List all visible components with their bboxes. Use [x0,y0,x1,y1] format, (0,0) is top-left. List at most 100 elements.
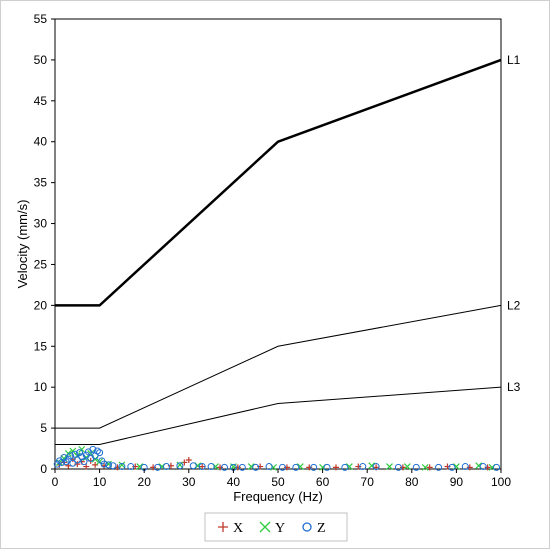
series-x-point [150,464,157,471]
y-tick-label: 5 [40,421,47,435]
series-x-point [283,464,290,471]
x-tick-label: 100 [491,475,511,489]
series-x-point [399,464,406,471]
legend-marker-z [302,522,312,532]
x-tick-label: 30 [182,475,196,489]
series-z-point [323,463,331,471]
limit-line-l1 [55,58,502,307]
scatter-layer [53,445,501,471]
x-tick-label: 10 [93,475,107,489]
series-x-point [217,464,224,471]
legend: X Y Z [218,521,326,536]
series-z-point [176,462,184,470]
series-x-point [426,464,433,471]
legend-marker-y [259,521,271,533]
series-y-point [118,461,126,469]
series-z-points [53,445,501,471]
series-z-point [71,450,79,458]
series-y-point [78,445,86,453]
y-tick-label: 50 [34,53,48,67]
x-tick-label: 40 [227,475,241,489]
series-z-point [189,462,197,470]
series-z-point [80,458,88,466]
y-tick-label: 0 [40,462,47,476]
series-z-point [372,463,380,471]
legend-box [204,512,348,542]
y-axis-label: Velocity (mm/s) [15,200,30,289]
series-z-point [448,463,456,471]
series-x-point [332,464,339,471]
series-z-point [109,462,117,470]
series-z-point [100,460,108,468]
series-z-point [220,463,228,471]
x-axis-label: Frequency (Hz) [233,489,323,504]
series-z-point [461,463,469,471]
series-z-point [310,463,318,471]
series-z-point [127,463,135,471]
y-tick-label: 35 [34,176,48,190]
series-z-point [493,463,501,471]
series-z-point [238,463,246,471]
x-tick-label: 90 [450,475,464,489]
series-y-point [403,463,411,470]
series-z-point [435,463,443,471]
limit-line-label-l1: L1 [507,53,521,67]
y-tick-label: 40 [34,135,48,149]
x-tick-label: 50 [271,475,285,489]
series-x-point [234,464,241,471]
series-z-point [479,463,487,471]
series-z-point [89,445,97,453]
tick-layer: 0 10 20 30 40 50 60 70 80 90 100 0 5 10 15 20 25 30 35 40 45… [34,12,512,489]
series-z-point [76,449,84,457]
series-z-point [105,461,113,469]
x-tick-label: 0 [52,475,59,489]
y-tick-label: 20 [34,298,48,312]
series-z-point [55,457,63,465]
series-z-point [359,463,367,471]
x-tick-label: 60 [316,475,330,489]
series-z-point [93,447,101,455]
series-z-point [69,459,77,467]
series-z-point [60,454,68,462]
series-z-point [96,449,104,457]
limit-lines-layer: L1 L2 L3 [55,53,521,445]
y-tick-label: 10 [34,380,48,394]
x-tick-label: 20 [138,475,152,489]
series-z-point [341,463,349,471]
series-z-point [198,463,206,471]
legend-label-z: Z [317,521,326,536]
series-z-point [73,456,81,464]
series-z-point [394,463,402,471]
series-z-point [265,463,273,471]
x-tick-label: 80 [405,475,419,489]
series-z-point [67,452,75,460]
y-tick-label: 30 [34,217,48,231]
series-z-point [252,463,260,471]
y-tick-label: 25 [34,257,48,271]
series-y-point [421,463,429,471]
y-tick-label: 15 [34,339,48,353]
series-x-point [199,463,206,470]
series-z-point [207,463,215,471]
series-x-point [185,457,192,463]
series-x-point [83,463,90,470]
series-x-point [355,463,362,470]
series-z-point [154,463,162,471]
legend-label-y: Y [275,521,285,536]
series-z-point [292,463,300,471]
series-z-point [118,463,126,471]
limit-line-label-l2: L2 [507,298,521,312]
series-z-point [278,463,286,471]
series-z-point [412,463,420,471]
limit-line-label-l3: L3 [507,380,521,394]
series-x-point [306,464,313,471]
limit-line-l3 [55,386,502,445]
x-tick-label: 70 [361,475,375,489]
series-y-point [386,463,393,470]
series-x-point [132,463,139,470]
y-tick-label: 45 [34,94,48,108]
legend-marker-x [218,522,228,532]
limit-line-l2 [55,304,502,429]
